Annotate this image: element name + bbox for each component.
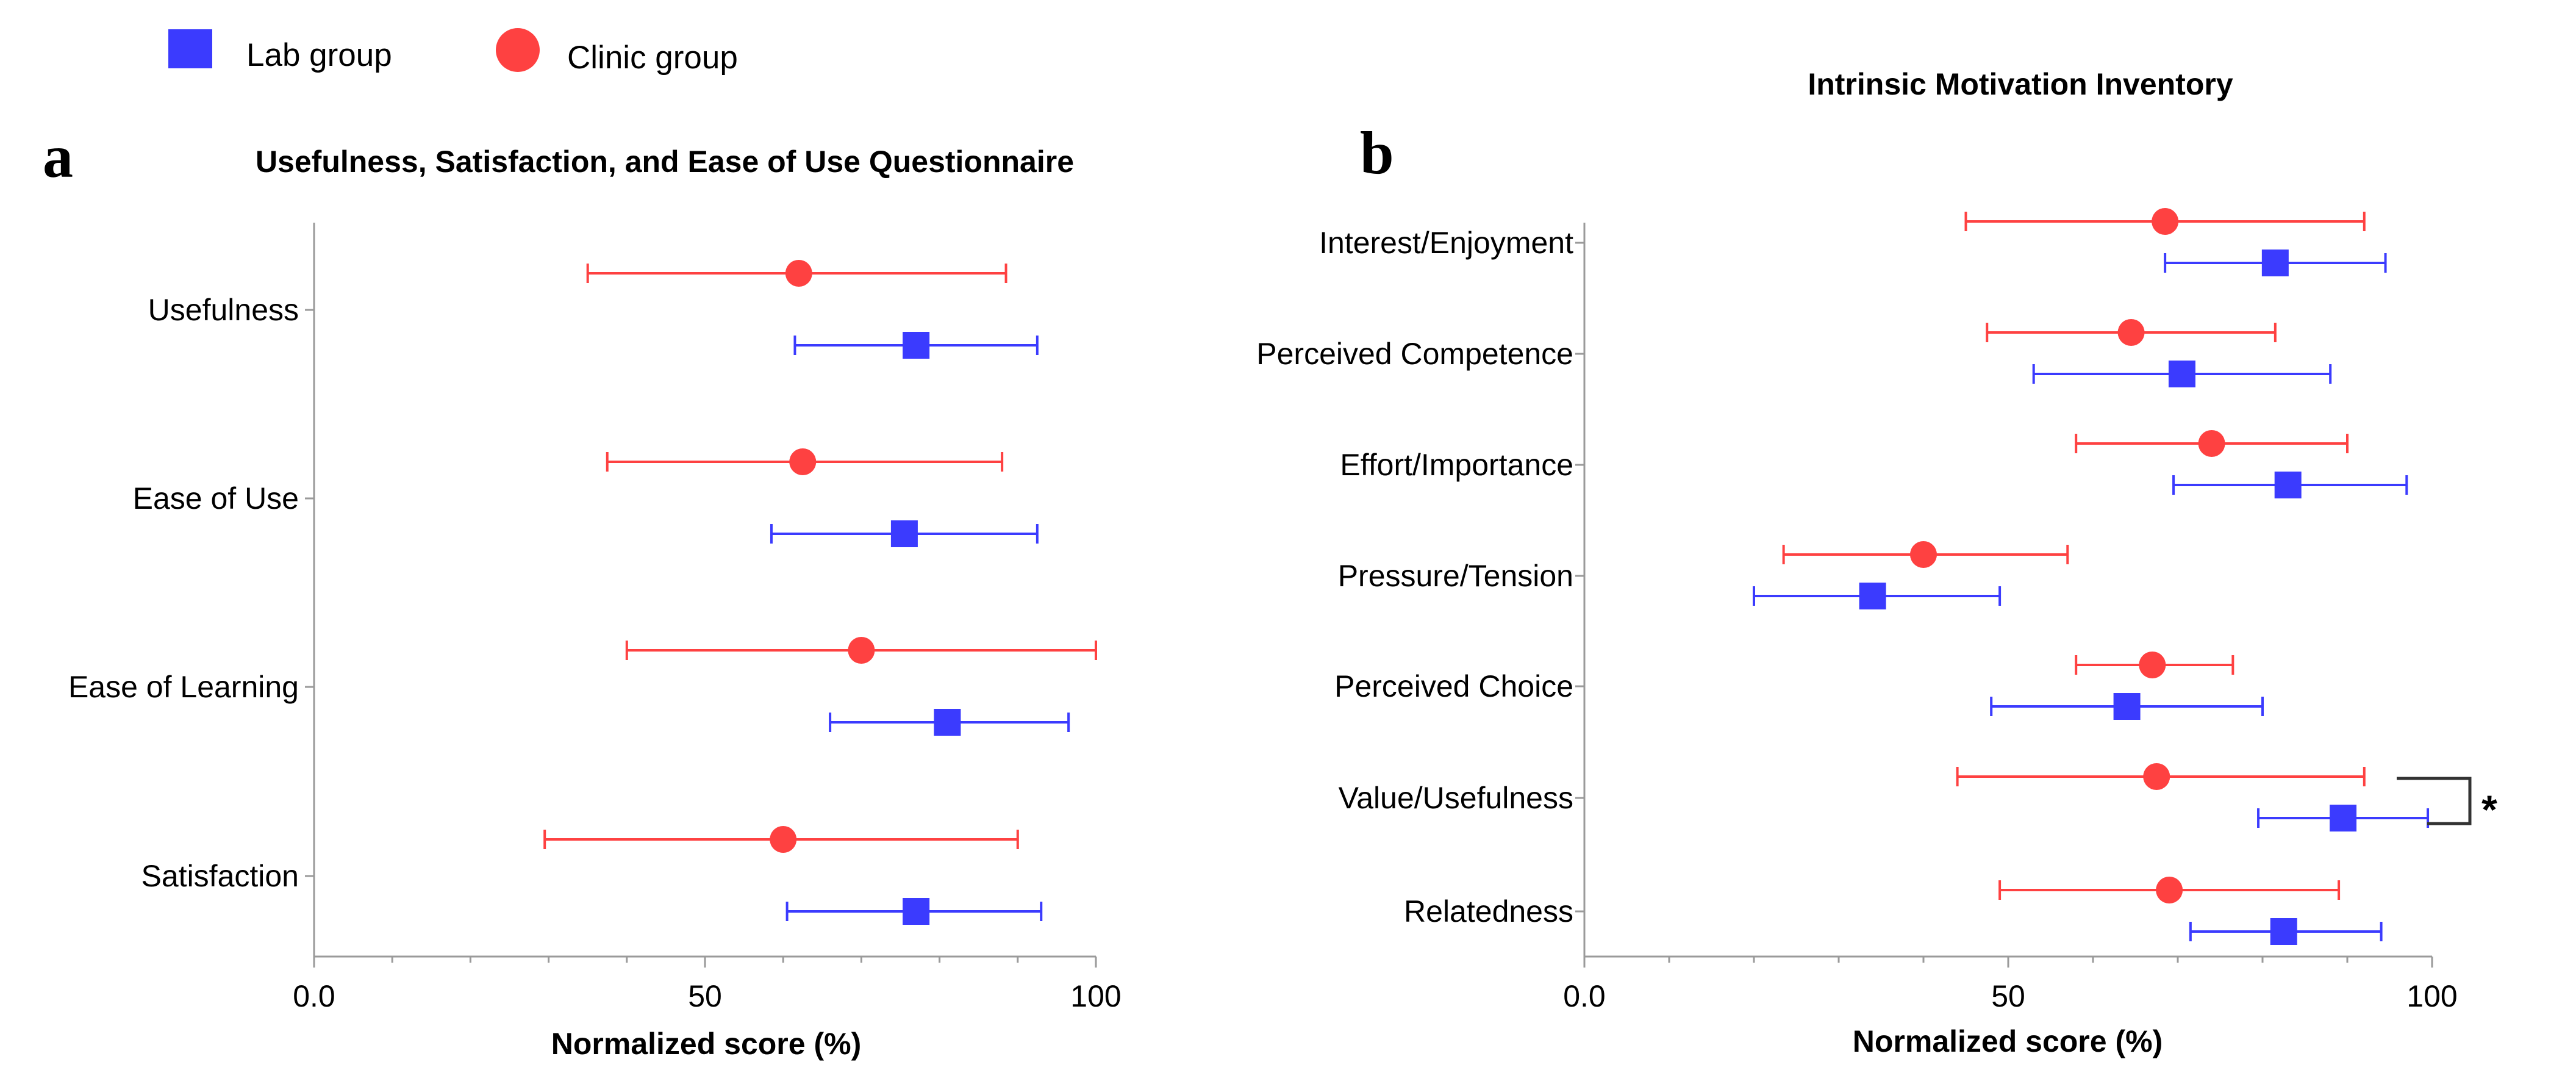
legend-clinic-marker xyxy=(496,28,540,72)
panel-a-title: Usefulness, Satisfaction, and Ease of Us… xyxy=(256,145,1074,179)
panel-b-clinic-point xyxy=(2139,652,2166,678)
panel-b-lab-point xyxy=(2274,472,2302,498)
panel-a-plot: 0.0 50 100 Usefulness Ease of Use Ease of Lea… xyxy=(68,223,1122,1013)
panel-b-plot: 0.0 50 100 Interest/Enjoyment Perceived Comp… xyxy=(1256,208,2458,1013)
panel-a-category-label: Ease of Use xyxy=(133,481,299,515)
panel-b-lab-point xyxy=(1859,583,1886,609)
significance-bracket: * xyxy=(2397,777,2497,832)
panel-b-clinic-point xyxy=(2156,877,2183,903)
panel-b-letter: b xyxy=(1360,119,1394,187)
significance-bracket-line xyxy=(2397,777,2472,825)
significance-star: * xyxy=(2481,787,2497,832)
panel-a-clinic-point xyxy=(848,637,875,664)
panel-b-clinic-point xyxy=(1910,541,1937,568)
panel-a-x-axis-title: Normalized score (%) xyxy=(551,1027,861,1061)
panel-b-lab-point xyxy=(2330,805,2357,831)
panel-b-title: Intrinsic Motivation Inventory xyxy=(1808,67,2233,101)
panel-a-clinic-point xyxy=(789,448,817,475)
panel-a-category-label: Satisfaction xyxy=(141,859,299,893)
panel-b-category-label: Interest/Enjoyment xyxy=(1319,226,1573,260)
panel-b-clinic-point xyxy=(2117,319,2145,346)
legend-lab-marker xyxy=(168,29,212,68)
panel-a-x-tick-label: 0.0 xyxy=(293,979,335,1013)
panel-b-lab-point xyxy=(2113,693,2141,720)
panel-a-lab-point xyxy=(890,520,918,547)
panel-a-x-tick-label: 50 xyxy=(688,979,722,1013)
panel-a-clinic-point xyxy=(770,826,797,853)
panel-a-category-label: Usefulness xyxy=(148,293,299,327)
panel-b-category-label: Relatedness xyxy=(1404,894,1573,928)
panel-b-x-axis-title: Normalized score (%) xyxy=(1853,1024,2163,1058)
panel-a-lab-point xyxy=(903,898,930,925)
panel-b-category-label: Perceived Choice xyxy=(1334,669,1573,703)
panel-b-clinic-point xyxy=(2198,430,2225,457)
panel-a-clinic-point xyxy=(785,260,812,287)
panel-a-x-tick-label: 100 xyxy=(1070,979,1121,1013)
panel-b: Intrinsic Motivation Inventory b 0.0 50 10… xyxy=(1256,67,2497,1058)
panel-b-x-tick-label: 50 xyxy=(1991,979,2025,1013)
panel-b-clinic-point xyxy=(2143,763,2170,790)
panel-b-category-label: Effort/Importance xyxy=(1340,448,1573,482)
panel-a-letter: a xyxy=(43,123,73,190)
panel-a-category-label: Ease of Learning xyxy=(68,670,299,704)
legend: Lab group Clinic group xyxy=(168,28,738,76)
panel-b-lab-point xyxy=(2168,361,2195,387)
panel-b-lab-point xyxy=(2261,250,2289,276)
panel-b-x-tick-label: 100 xyxy=(2406,979,2457,1013)
panel-a-lab-point xyxy=(934,709,961,736)
panel-b-category-label: Perceived Competence xyxy=(1256,337,1573,371)
panel-b-category-label: Value/Usefulness xyxy=(1339,781,1573,815)
panel-b-category-label: Pressure/Tension xyxy=(1338,559,1573,593)
legend-lab-label: Lab group xyxy=(246,37,392,73)
panel-a: a Usefulness, Satisfaction, and Ease of … xyxy=(43,123,1122,1061)
panel-b-clinic-point xyxy=(2152,208,2179,235)
legend-clinic-label: Clinic group xyxy=(567,40,738,76)
panel-a-lab-point xyxy=(903,332,930,359)
panel-b-x-tick-label: 0.0 xyxy=(1563,979,1606,1013)
panel-b-lab-point xyxy=(2270,918,2297,945)
